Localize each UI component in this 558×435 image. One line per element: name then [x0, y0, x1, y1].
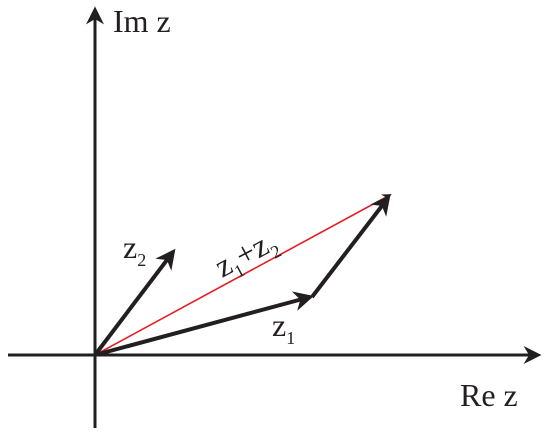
label: z — [123, 229, 137, 265]
y-axis-label: Im z — [113, 3, 171, 39]
vector-label: z2 — [123, 229, 146, 270]
vector-label: z1 — [272, 307, 295, 348]
vector-z2 — [93, 248, 176, 357]
label: z — [272, 307, 286, 343]
x-axis-label: Re z — [460, 377, 518, 413]
vector-z1 — [94, 291, 314, 357]
subscript: 2 — [137, 250, 146, 270]
subscript: 1 — [286, 328, 295, 348]
vector-z2-shifted — [310, 194, 391, 299]
sum-label: z1+z2 — [208, 222, 284, 288]
sum-vector — [94, 194, 392, 356]
